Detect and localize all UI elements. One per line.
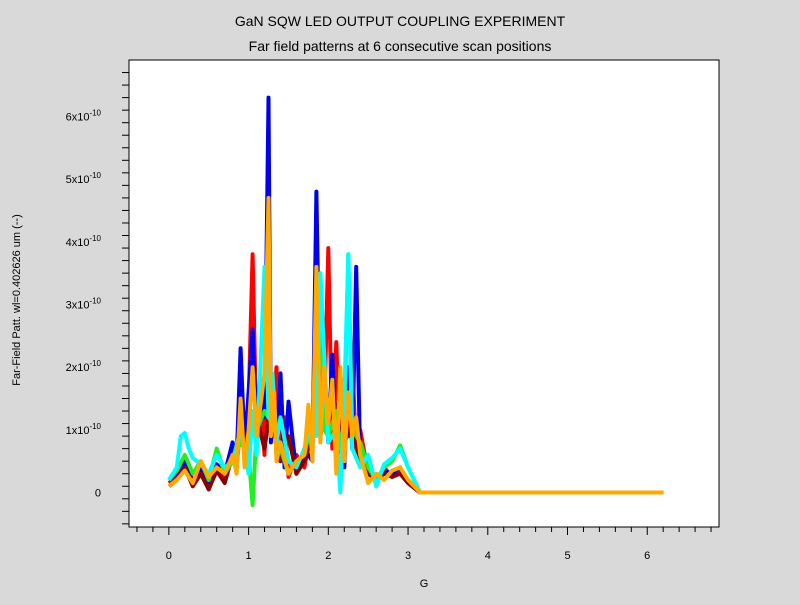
y-tick-label: 1x10-10 [66,422,102,437]
plot-area [128,59,720,528]
x-tick-label: 6 [644,550,650,562]
y-tick-label: 6x10-10 [66,108,102,123]
y-tick-label: 3x10-10 [66,296,102,311]
series-line-3 [167,390,664,495]
y-axis: 0 1x10-10 2x10-10 3x10-10 4x10-10 5x10-10 6x10… [66,72,129,525]
y-tick-label: 0 [95,488,101,500]
x-axis: 0 1 2 3 4 5 6 [136,527,712,562]
series-layer [167,95,664,508]
x-tick-label: 0 [166,550,172,562]
chart-subtitle: Far field patterns at 6 consecutive scan… [249,38,552,54]
chart-title: GaN SQW LED OUTPUT COUPLING EXPERIMENT [235,13,566,29]
y-axis-label: Far-Field Patt. wl=0.402626 um (--) [11,214,23,385]
x-tick-label: 3 [405,550,411,562]
x-tick-label: 2 [325,550,331,562]
x-tick-label: 5 [564,550,570,562]
x-tick-label: 1 [246,550,252,562]
series-line-6 [167,195,664,495]
x-tick-label: 4 [485,550,491,562]
y-tick-label: 4x10-10 [66,234,102,249]
x-axis-label: G [420,578,429,590]
y-tick-label: 5x10-10 [66,171,102,186]
y-tick-label: 2x10-10 [66,359,102,374]
